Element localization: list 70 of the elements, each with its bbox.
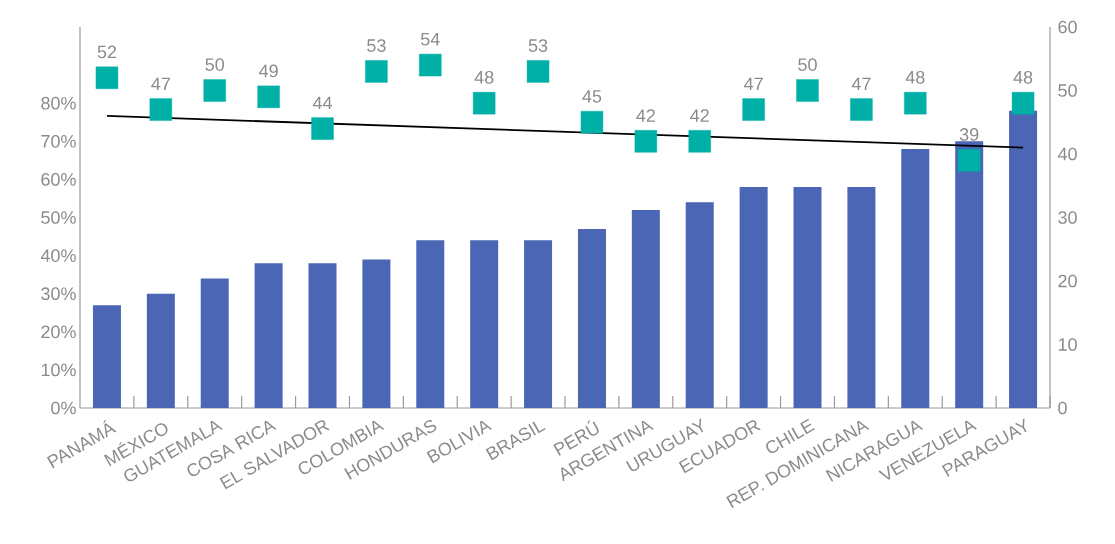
bar [847,187,876,408]
data-label: 50 [205,58,225,71]
y-tick-label: 40% [40,249,76,262]
point [957,149,981,172]
data-label: 48 [905,70,925,84]
bar [577,228,606,408]
point [850,98,873,121]
y2-tick-label: 0 [1058,401,1067,415]
point [95,66,119,89]
bar [470,240,499,408]
bar [955,141,984,408]
point [796,79,819,102]
y-tick-label: 80% [41,96,76,110]
y-tick-label: 50% [41,211,76,224]
point [526,60,550,83]
data-label: 49 [259,64,278,78]
data-label: 48 [474,70,494,84]
data-label: 44 [312,96,332,110]
point [311,117,334,140]
bar [524,240,553,408]
y-tick-label: 30% [41,287,76,301]
data-label: 53 [367,39,386,52]
y-tick-label: 20% [41,325,76,339]
point [365,60,388,83]
data-label: 53 [528,39,548,52]
data-label: 54 [420,33,440,46]
bar [146,293,175,408]
y2-tick-label: 40 [1057,147,1077,161]
y-tick-label: 70% [41,134,76,148]
point [634,130,658,153]
bar [200,278,229,408]
y2-tick-label: 20 [1058,274,1077,288]
bar [793,187,822,408]
data-label: 45 [582,90,602,103]
data-label: 39 [959,128,979,141]
point [472,92,496,115]
point [580,111,604,134]
bar [92,305,121,408]
bar [901,148,930,408]
data-label: 47 [744,77,763,91]
y-tick-label: 0% [51,401,76,415]
point [203,79,226,102]
data-label: 42 [690,109,709,122]
y2-tick-label: 30 [1058,211,1077,224]
point [742,98,765,121]
y2-tick-label: 50 [1058,84,1077,97]
y2-tick-label: 60 [1058,20,1077,34]
point [419,53,442,77]
bar [416,240,445,408]
point [1011,92,1035,115]
bar [362,259,391,408]
data-label: 48 [1013,70,1033,84]
data-label: 47 [851,77,871,91]
bar [685,202,714,408]
data-label: 52 [97,45,117,59]
y-tick-label: 10% [41,363,76,377]
y2-tick-label: 10 [1058,338,1077,351]
bar [739,187,768,408]
bar [1009,110,1038,408]
point [688,130,711,153]
data-label: 50 [798,58,817,71]
y-tick-label: 60% [41,173,76,186]
data-label: 42 [636,109,655,122]
data-label: 47 [151,77,170,91]
point [149,98,173,121]
point [257,85,280,109]
point [904,92,927,115]
bar [308,263,337,408]
bar [254,263,283,408]
bar [631,209,660,408]
